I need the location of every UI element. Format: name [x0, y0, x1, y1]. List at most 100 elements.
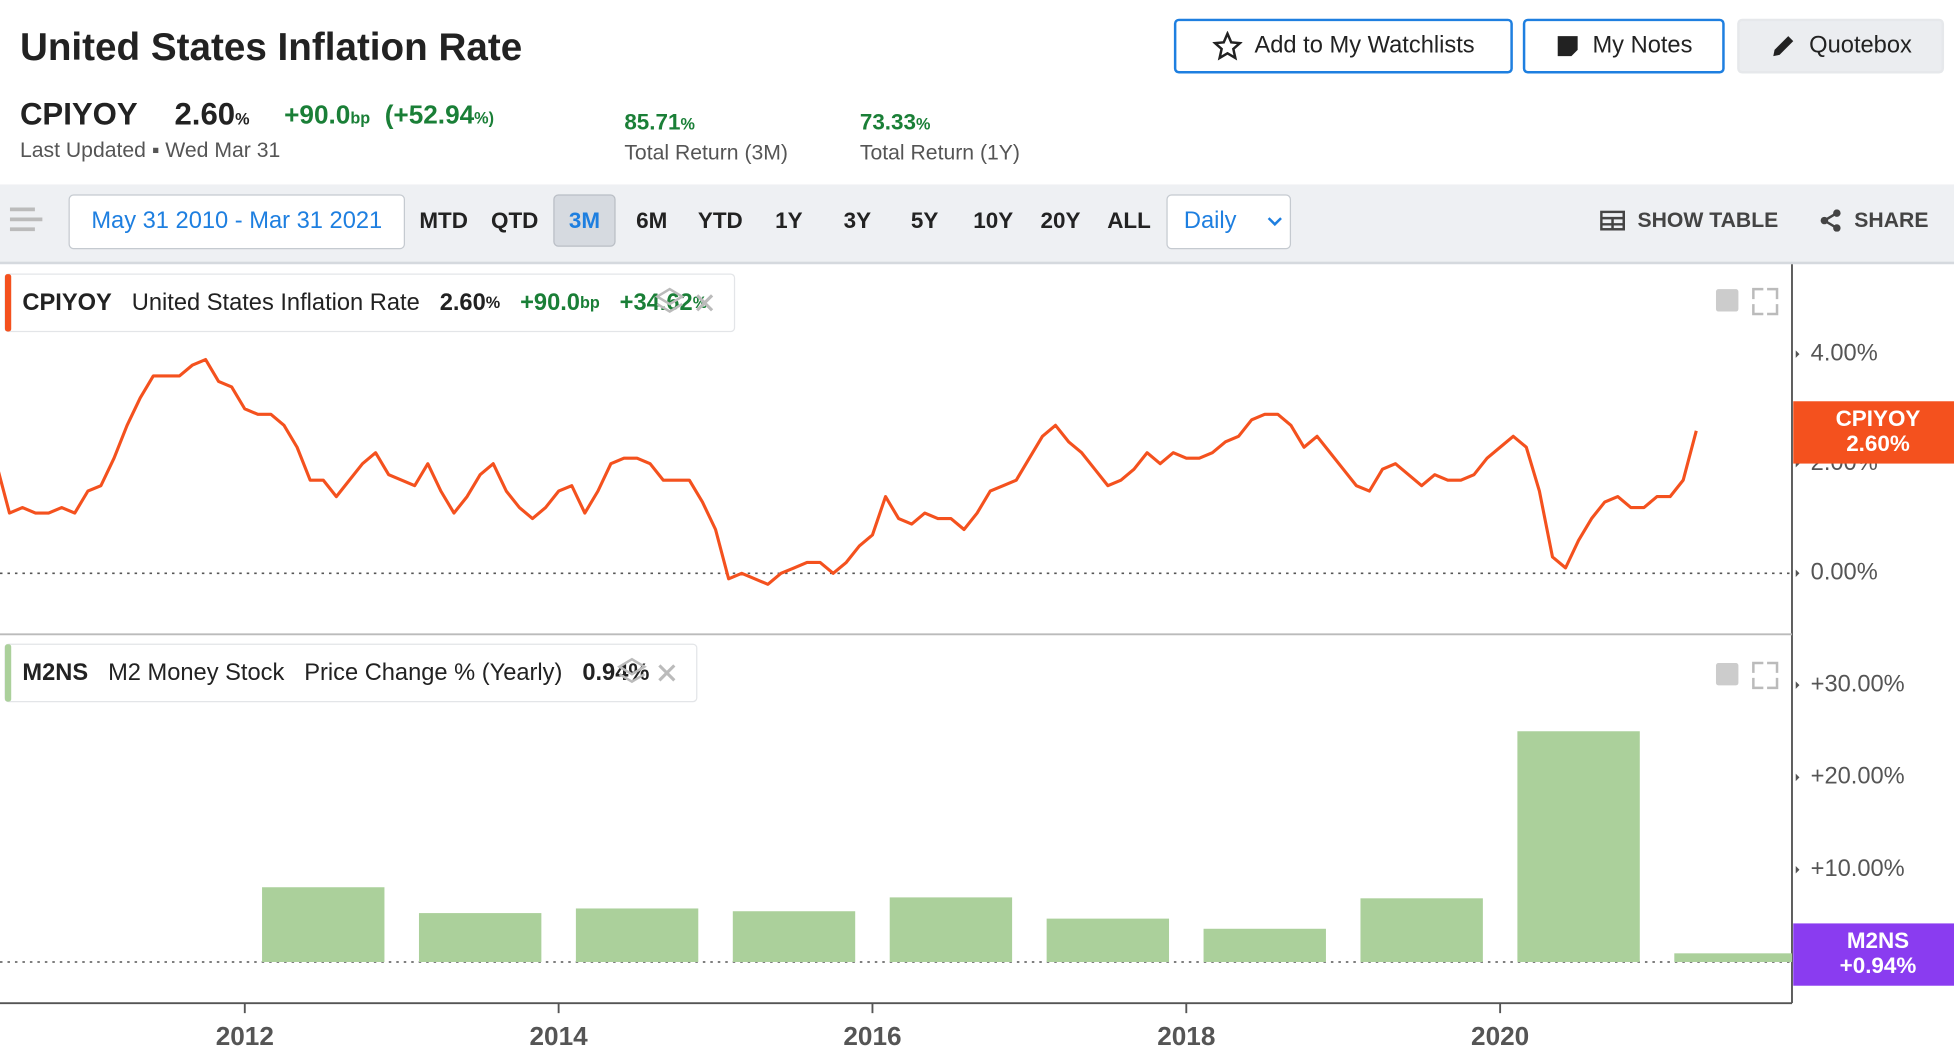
notes-button[interactable]: My Notes — [1522, 18, 1725, 74]
period-button[interactable]: ALL — [1107, 207, 1151, 233]
bar — [732, 911, 856, 963]
legend-accent — [4, 274, 12, 332]
bar — [418, 913, 542, 963]
legend-name: M2 Money Stock — [108, 660, 284, 686]
x-tick-label: 2012 — [216, 1021, 274, 1051]
tick-mark — [1795, 350, 1800, 358]
last-updated-date: Wed Mar 31 — [165, 138, 281, 163]
legend-value: 2.60 — [440, 290, 486, 316]
return-value: 73.33% — [860, 110, 1020, 136]
bar — [1046, 918, 1170, 963]
legend-value: 0.94% — [582, 660, 649, 686]
y-tick-label: +20.00% — [1811, 764, 1905, 790]
title: United States Inflation Rate — [19, 24, 523, 69]
legend-text: M2NS M2 Money Stock Price Change % (Yearly… — [22, 660, 649, 686]
legend-change-pct-unit: % — [693, 294, 707, 312]
bar — [1360, 898, 1483, 963]
return-value: 85.71% — [624, 110, 788, 136]
close-icon — [696, 294, 714, 312]
x-tick-label: 2018 — [1157, 1021, 1215, 1051]
y-tick-label: 4.00% — [1811, 340, 1878, 366]
watchlist-button[interactable]: Add to My Watchlists — [1173, 18, 1513, 74]
menu-icon — [9, 207, 43, 232]
change-value: +90.0 — [284, 100, 351, 130]
action-label: SHOW TABLE — [1637, 208, 1779, 232]
legend-accent — [4, 644, 12, 702]
legend-change: +90.0 — [520, 290, 580, 316]
return-unit: % — [680, 114, 695, 134]
line-series — [0, 357, 1698, 586]
period-button[interactable]: 5Y — [910, 207, 939, 233]
expand-icon — [1752, 287, 1779, 316]
price-value: 2.60 — [174, 97, 236, 133]
change-pct-unit: %) — [474, 108, 494, 128]
x-tick-label: 2020 — [1471, 1021, 1529, 1051]
chevron — [1268, 217, 1283, 227]
pencil-icon — [1773, 36, 1793, 57]
panel-button — [1715, 662, 1739, 686]
period-button[interactable]: 3Y — [843, 207, 872, 233]
x-tick-label: 2016 — [843, 1021, 901, 1051]
tick-mark — [1795, 681, 1800, 689]
date-range[interactable]: May 31 2010 - Mar 31 2021 — [68, 194, 406, 250]
x-tick-label: 2014 — [530, 1021, 589, 1051]
legend: M2NS M2 Money Stock Price Change % (Yearly… — [22, 660, 649, 686]
note-icon — [1557, 36, 1578, 57]
y-tick-label: +10.00% — [1811, 856, 1905, 882]
period-button[interactable]: 6M — [636, 207, 668, 233]
price: 2.60% — [174, 97, 249, 133]
legend: CPIYOY United States Inflation Rate 2.60% +… — [22, 290, 707, 316]
tick-mark — [1795, 569, 1800, 578]
period-button[interactable]: YTD — [697, 207, 743, 233]
return-number: 85.71 — [624, 109, 681, 135]
frequency-select[interactable]: Daily — [1166, 194, 1292, 250]
plot — [262, 731, 1792, 963]
quotebox-button[interactable]: Quotebox — [1737, 18, 1945, 74]
layers-icon — [654, 287, 685, 313]
period-button[interactable]: MTD — [419, 207, 468, 233]
period-button[interactable]: 10Y — [973, 207, 1014, 233]
tick-mark — [1795, 773, 1800, 782]
badge — [1793, 401, 1954, 464]
button-label: Add to My Watchlists — [1254, 32, 1475, 59]
return-label: Total Return (3M) — [624, 140, 788, 165]
legend-change-unit: bp — [580, 294, 600, 312]
layers-icon — [617, 657, 647, 684]
return-label: Total Return (1Y) — [859, 140, 1020, 165]
legend-symbol: M2NS — [22, 660, 88, 686]
period-button[interactable]: 1Y — [775, 207, 803, 233]
change-unit: bp — [350, 108, 371, 128]
share[interactable]: SHARE — [1819, 208, 1928, 233]
table-icon — [1600, 210, 1626, 231]
last-updated-label: Last Updated — [19, 138, 146, 163]
legend-change-pct: +34.62 — [620, 290, 693, 316]
period-button[interactable]: QTD — [490, 207, 539, 233]
y-tick-label: 0.00% — [1811, 560, 1878, 586]
return-number: 73.33 — [859, 109, 916, 135]
show-table[interactable]: SHOW TABLE — [1600, 208, 1778, 233]
action-label: SHARE — [1854, 208, 1929, 232]
bar — [262, 887, 385, 963]
toolbar: May 31 2010 - Mar 31 2021 MTD QTD 3M 6M YTD 1… — [0, 184, 1954, 265]
price-unit: % — [235, 109, 250, 129]
badge-label: M2NS — [1847, 928, 1909, 953]
badge-value: 2.60% — [1846, 431, 1910, 456]
change: +90.0bp (+52.94%) — [284, 101, 494, 131]
bar — [1674, 953, 1792, 963]
last-updated: Last Updated ▪ Wed Mar 31 — [19, 138, 281, 163]
legend-text: CPIYOY United States Inflation Rate 2.60% +… — [22, 290, 707, 316]
bar — [889, 897, 1013, 963]
expand-icon — [1752, 661, 1779, 690]
period-button[interactable]: 3M — [553, 194, 616, 247]
star-icon — [1212, 31, 1243, 61]
share-icon — [1820, 209, 1841, 232]
button-label: My Notes — [1592, 32, 1693, 59]
bar — [1203, 928, 1326, 963]
legend-metric: Price Change % (Yearly) — [304, 660, 562, 686]
period-button[interactable]: 20Y — [1040, 207, 1081, 233]
total-return: 85.71% Total Return (3M) — [624, 110, 788, 166]
change-pct: (+52.94 — [384, 100, 475, 130]
